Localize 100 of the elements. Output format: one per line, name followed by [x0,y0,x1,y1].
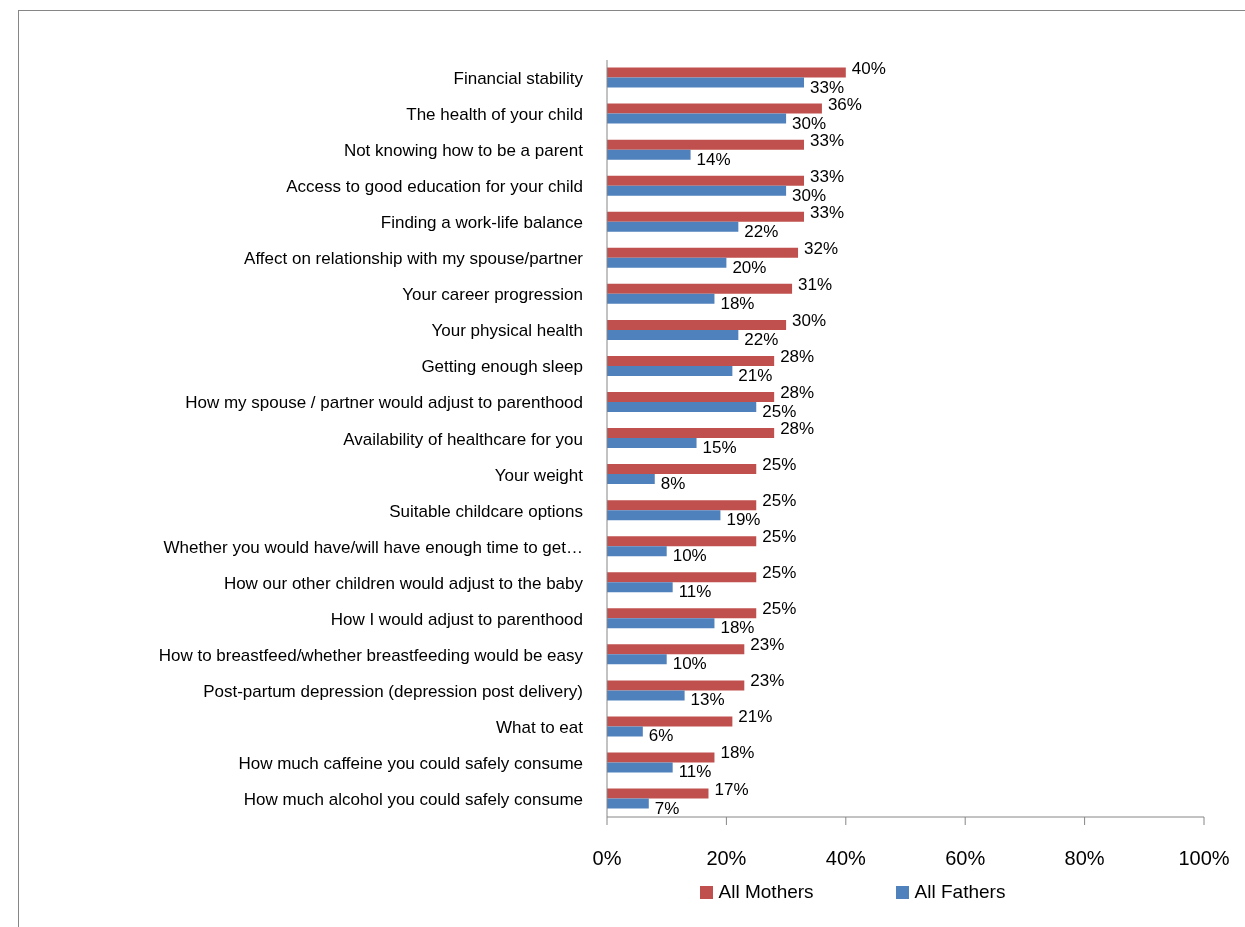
x-tick-label: 100% [1178,847,1230,870]
y-tick-label: Not knowing how to be a parent [343,141,584,161]
x-tick-label: 40% [825,847,867,870]
y-tick-label: Post-partum depression (depression post delivery) [203,681,583,701]
bar [607,283,793,294]
bar [607,319,787,330]
x-tick-label: 20% [706,847,747,870]
bar [607,247,799,258]
data-label: 25% [762,599,797,619]
bar [607,355,775,366]
bar [607,175,805,186]
data-label: 13% [690,690,725,710]
data-label: 30% [792,113,827,133]
bar [607,402,757,412]
bar [607,716,733,727]
data-label: 30% [792,310,827,330]
bar [607,726,643,737]
bar [607,680,745,691]
data-label: 36% [827,94,862,114]
data-label: 25% [762,455,797,475]
y-tick-label: Availability of healthcare for you [343,429,583,449]
data-label: 18% [720,618,755,638]
data-label: 19% [726,510,761,530]
bar [607,654,667,665]
bar [607,139,805,150]
data-label: 32% [804,238,839,258]
bar [607,536,757,547]
legend-label: All Fathers [914,881,1006,903]
y-tick-label: How I would adjust to parenthood [330,609,583,629]
bar [607,211,805,222]
bar [607,149,691,160]
y-tick-label: How much alcohol you could safely consume [243,790,583,810]
data-label: 10% [672,546,707,566]
y-tick-label: Your physical health [431,321,583,341]
bar [607,644,745,655]
bar [607,365,733,376]
bar [607,798,649,809]
data-label: 28% [780,419,815,439]
data-label: 21% [738,365,773,385]
y-tick-label: How much caffeine you could safely consume [238,753,583,773]
y-tick-label: Your weight [494,465,584,485]
y-tick-label: Finding a work-life balance [380,213,583,233]
data-label: 17% [714,779,749,799]
data-label: 8% [660,474,686,494]
bar [607,474,655,485]
data-label: 7% [654,798,680,818]
bar [607,500,757,511]
y-tick-label: Financial stability [453,69,584,89]
data-label: 25% [762,563,797,583]
bar [607,113,787,124]
data-label: 28% [780,383,815,402]
data-label: 33% [810,130,845,150]
legend-label: All Mothers [718,881,814,903]
data-label: 6% [648,726,674,746]
data-label: 22% [744,221,779,241]
y-tick-label: How our other children would adjust to the baby [223,573,584,593]
data-label: 33% [810,77,845,97]
bar [607,752,715,763]
y-tick-label: What to eat [496,717,584,737]
data-label: 40% [851,58,886,78]
data-label: 25% [762,402,797,421]
bar [607,257,727,268]
data-label: 23% [750,671,785,691]
bar [607,510,721,521]
bar [607,608,757,619]
y-tick-label: Access to good education for your child [286,177,583,197]
y-tick-label: Affect on relationship with my spouse/partner [244,249,584,269]
y-tick-label: Your career progression [402,285,583,305]
data-label: 33% [810,202,845,222]
bar [607,221,739,232]
x-tick-label: 80% [1064,847,1105,870]
bar [607,329,739,340]
bar [607,67,846,78]
bar [607,185,787,196]
bar [607,438,697,449]
bar [607,572,757,583]
data-label: 23% [750,635,785,655]
bar [607,690,685,701]
bar [607,582,673,593]
data-label: 10% [672,654,707,674]
data-label: 14% [696,149,731,169]
bar [607,464,757,475]
y-tick-label: Whether you would have/will have enough time to get… [163,537,583,557]
bar [607,788,709,799]
data-label: 11% [678,582,712,602]
bar [607,293,715,304]
data-label: 11% [678,762,712,782]
data-label: 33% [810,166,845,186]
data-label: 28% [780,346,815,366]
data-label: 21% [738,707,773,727]
y-tick-label: How my spouse / partner would adjust to parenthood [185,393,583,413]
bar [607,392,775,402]
data-label: 25% [762,491,797,511]
bar [607,428,775,439]
y-tick-label: How to breastfeed/whether breastfeeding would be easy [158,645,584,665]
bar [607,618,715,629]
data-label: 22% [744,329,779,349]
data-label: 30% [792,185,827,205]
bar [607,103,822,114]
bar [607,762,673,773]
